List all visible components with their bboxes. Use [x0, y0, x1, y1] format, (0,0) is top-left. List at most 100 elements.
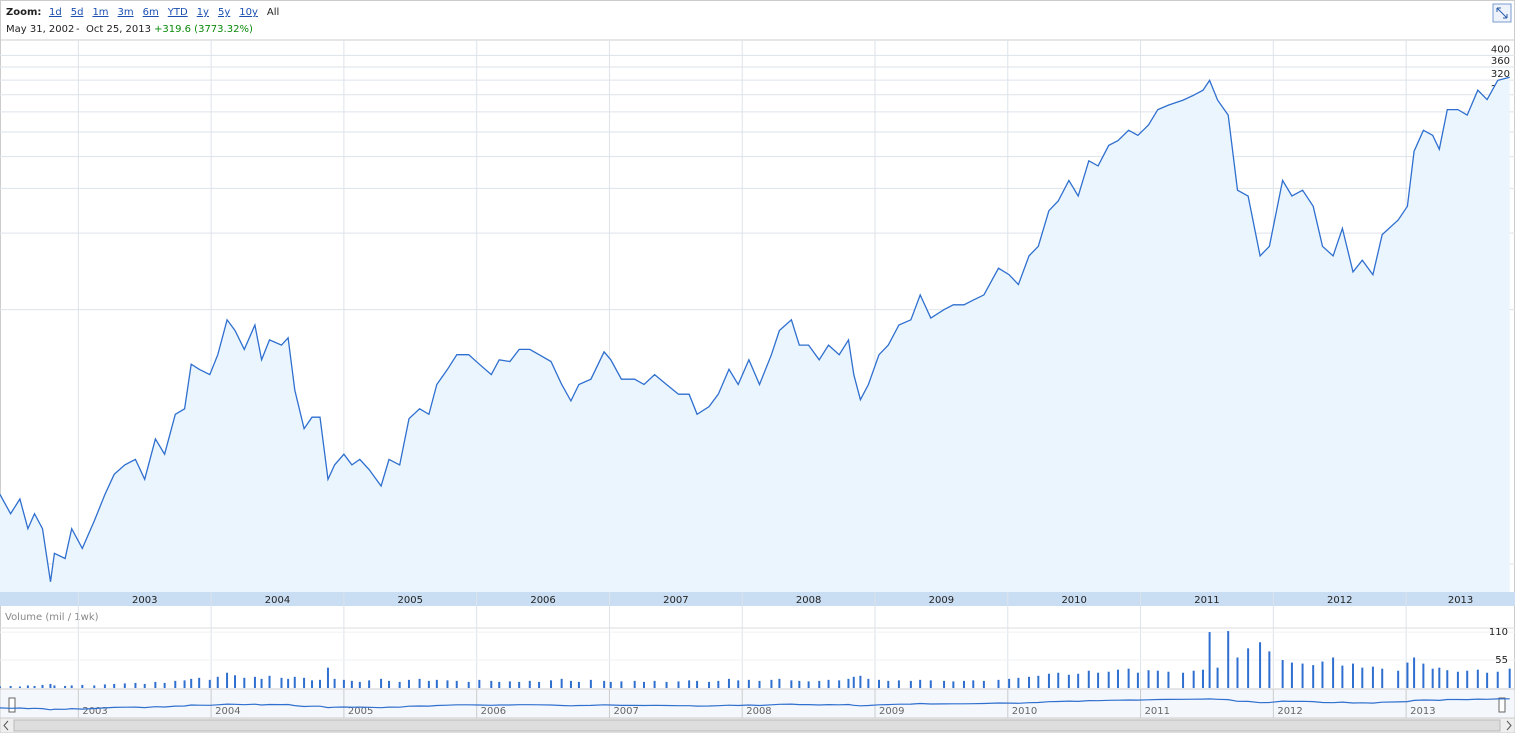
zoom-option[interactable]: 1d [49, 7, 62, 18]
volume-bar [398, 681, 401, 688]
volume-bar [26, 685, 29, 688]
volume-bar [427, 680, 430, 688]
volume-bar [1352, 663, 1355, 688]
volume-bar [216, 676, 219, 688]
volume-bar [1456, 671, 1459, 688]
volume-bar [293, 676, 296, 688]
volume-bar [1127, 668, 1130, 688]
volume-bar [1438, 667, 1441, 688]
volume-bar [1431, 668, 1434, 688]
volume-bar [163, 682, 166, 688]
zoom-option[interactable]: 1m [92, 7, 108, 18]
zoom-option: All [267, 7, 279, 18]
volume-bar [518, 681, 521, 688]
volume-bar [113, 683, 116, 688]
volume-bar [1147, 670, 1150, 688]
volume-bar [1247, 648, 1250, 688]
volume-bar [798, 680, 801, 688]
volume-bar [1446, 670, 1449, 688]
volume-bar [1028, 676, 1031, 688]
nav-handle-right[interactable] [1498, 697, 1506, 713]
volume-bar [972, 680, 975, 688]
volume-bar [1496, 671, 1499, 688]
x-tick-label: 2009 [929, 595, 954, 606]
volume-bar [1422, 663, 1425, 688]
volume-bar [1413, 657, 1416, 688]
volume-bar [134, 682, 137, 688]
volume-bar [53, 685, 56, 688]
zoom-option[interactable]: 6m [143, 7, 159, 18]
volume-bar [1227, 631, 1230, 688]
nav-year-label: 2013 [1410, 706, 1435, 717]
volume-bar [103, 684, 106, 688]
volume-bar [790, 680, 793, 688]
fullscreen-icon [1496, 7, 1508, 19]
volume-bar [696, 680, 699, 688]
volume-bar [589, 679, 592, 688]
nav-year-label: 2005 [348, 706, 373, 717]
zoom-option[interactable]: 5y [218, 7, 230, 18]
volume-bar [1466, 670, 1469, 688]
volume-bar [1216, 667, 1219, 688]
volume-bar [81, 684, 84, 688]
volume-bar [1381, 668, 1384, 688]
volume-bar [508, 681, 511, 688]
volume-bar [287, 678, 290, 688]
y-tick-label: 360 [1491, 56, 1510, 67]
volume-bar [1136, 672, 1139, 688]
volume-bar [737, 680, 740, 688]
zoom-option[interactable]: 5d [71, 7, 84, 18]
volume-bar [33, 685, 36, 688]
volume-bar [478, 679, 481, 688]
range-end: Oct 25, 2013 [86, 24, 151, 35]
volume-bar [577, 681, 580, 688]
nav-year-label: 2007 [613, 706, 638, 717]
volume-bar [1097, 672, 1100, 688]
volume-bar [827, 679, 830, 688]
volume-bar [1341, 665, 1344, 688]
volume-bar [1116, 669, 1119, 688]
volume-bar [70, 685, 73, 688]
navigator[interactable] [0, 688, 1515, 719]
volume-bar [311, 680, 314, 688]
volume-bar [642, 681, 645, 688]
x-tick-label: 2013 [1448, 595, 1473, 606]
volume-bar [1312, 665, 1315, 688]
volume-bar [9, 685, 12, 688]
zoom-option[interactable]: YTD [167, 7, 188, 18]
volume-bar [1107, 671, 1110, 688]
volume-bar [1397, 670, 1400, 688]
volume-bar [997, 679, 1000, 688]
volume-bar [1167, 671, 1170, 688]
volume-bar [877, 679, 880, 688]
volume-bar [333, 678, 336, 688]
volume-bar [620, 681, 623, 688]
volume-bar [208, 679, 211, 688]
volume-bar [226, 672, 229, 688]
nav-year-label: 2003 [82, 706, 107, 717]
volume-bar [418, 678, 421, 688]
zoom-option[interactable]: 10y [239, 7, 258, 18]
volume-bar [368, 680, 371, 688]
scrollbar-thumb[interactable] [13, 719, 1501, 732]
scroll-arrows[interactable] [3, 720, 1512, 731]
volume-bar [380, 678, 383, 688]
zoom-option[interactable]: 1y [197, 7, 209, 18]
volume-bar [818, 680, 821, 688]
volume-bar [93, 685, 96, 688]
volume-bar [18, 686, 21, 688]
nav-handle-left[interactable] [8, 697, 16, 713]
volume-bar [1047, 673, 1050, 688]
volume-bar [358, 681, 361, 688]
nav-year-label: 2012 [1277, 706, 1302, 717]
nav-year-label: 2004 [215, 706, 240, 717]
zoom-option[interactable]: 3m [118, 7, 134, 18]
range-start: May 31, 2002 [6, 24, 74, 35]
volume-bar [1208, 632, 1211, 688]
nav-year-label: 2008 [746, 706, 771, 717]
change: +319.6 (3773.32%) [154, 24, 253, 35]
volume-bar [550, 680, 553, 688]
volume-bar [929, 680, 932, 688]
volume-bar [1361, 667, 1364, 688]
volume-bar [174, 680, 177, 688]
